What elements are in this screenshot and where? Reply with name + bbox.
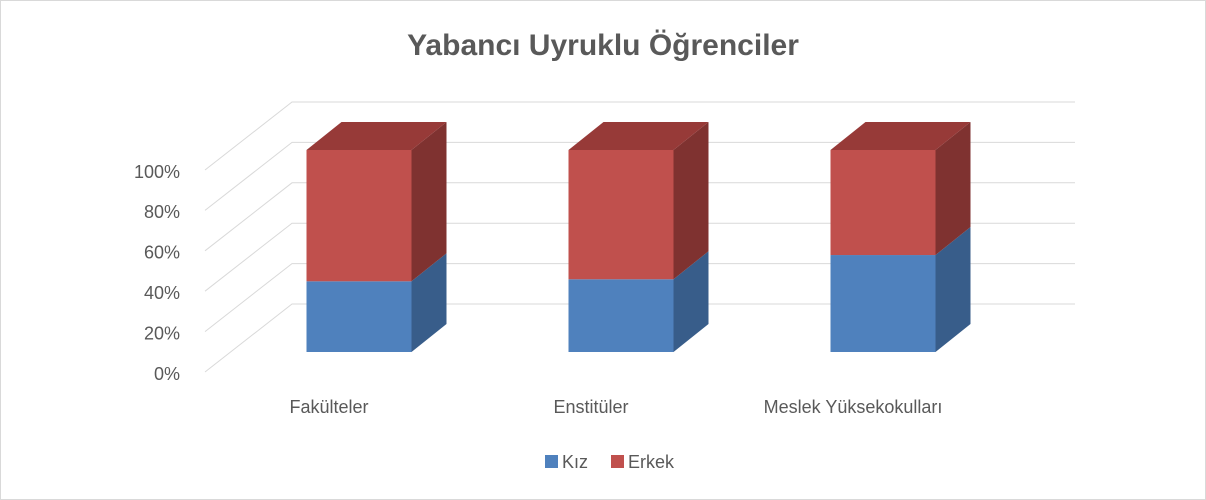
bar xyxy=(830,255,936,352)
x-tick-label: Meslek Yüksekokulları xyxy=(764,397,943,417)
bar-side xyxy=(411,253,447,352)
y-tick-label: 80% xyxy=(144,202,180,222)
y-tick-label: 0% xyxy=(154,364,180,384)
bar-top xyxy=(306,122,447,150)
bar-side xyxy=(935,122,971,256)
legend-swatch xyxy=(545,455,558,468)
bar xyxy=(306,281,412,352)
grid-line xyxy=(204,303,1075,373)
bar xyxy=(568,150,674,280)
bar-side xyxy=(935,227,971,352)
grid-line xyxy=(204,141,1075,211)
bar-side xyxy=(673,122,709,280)
bar-top xyxy=(568,122,709,150)
legend-label: Erkek xyxy=(628,452,675,472)
chart-title: Yabancı Uyruklu Öğrenciler xyxy=(407,29,799,62)
x-tick-label: Fakülteler xyxy=(289,397,368,417)
y-tick-label: 20% xyxy=(144,323,180,343)
bar-top xyxy=(830,122,971,150)
y-tick-label: 60% xyxy=(144,243,180,263)
legend-label: Kız xyxy=(562,452,588,472)
bar-side xyxy=(411,122,447,282)
bar-side xyxy=(673,251,709,352)
legend-swatch xyxy=(611,455,624,468)
grid-line xyxy=(204,182,1075,252)
grid-line xyxy=(204,101,1075,171)
grid-line xyxy=(204,263,1075,332)
x-tick-label: Enstitüler xyxy=(553,397,628,417)
bar xyxy=(830,150,936,256)
bar xyxy=(568,279,674,352)
grid-line xyxy=(204,222,1075,292)
bar xyxy=(306,150,412,282)
y-tick-label: 40% xyxy=(144,283,180,303)
y-tick-label: 100% xyxy=(134,162,180,182)
